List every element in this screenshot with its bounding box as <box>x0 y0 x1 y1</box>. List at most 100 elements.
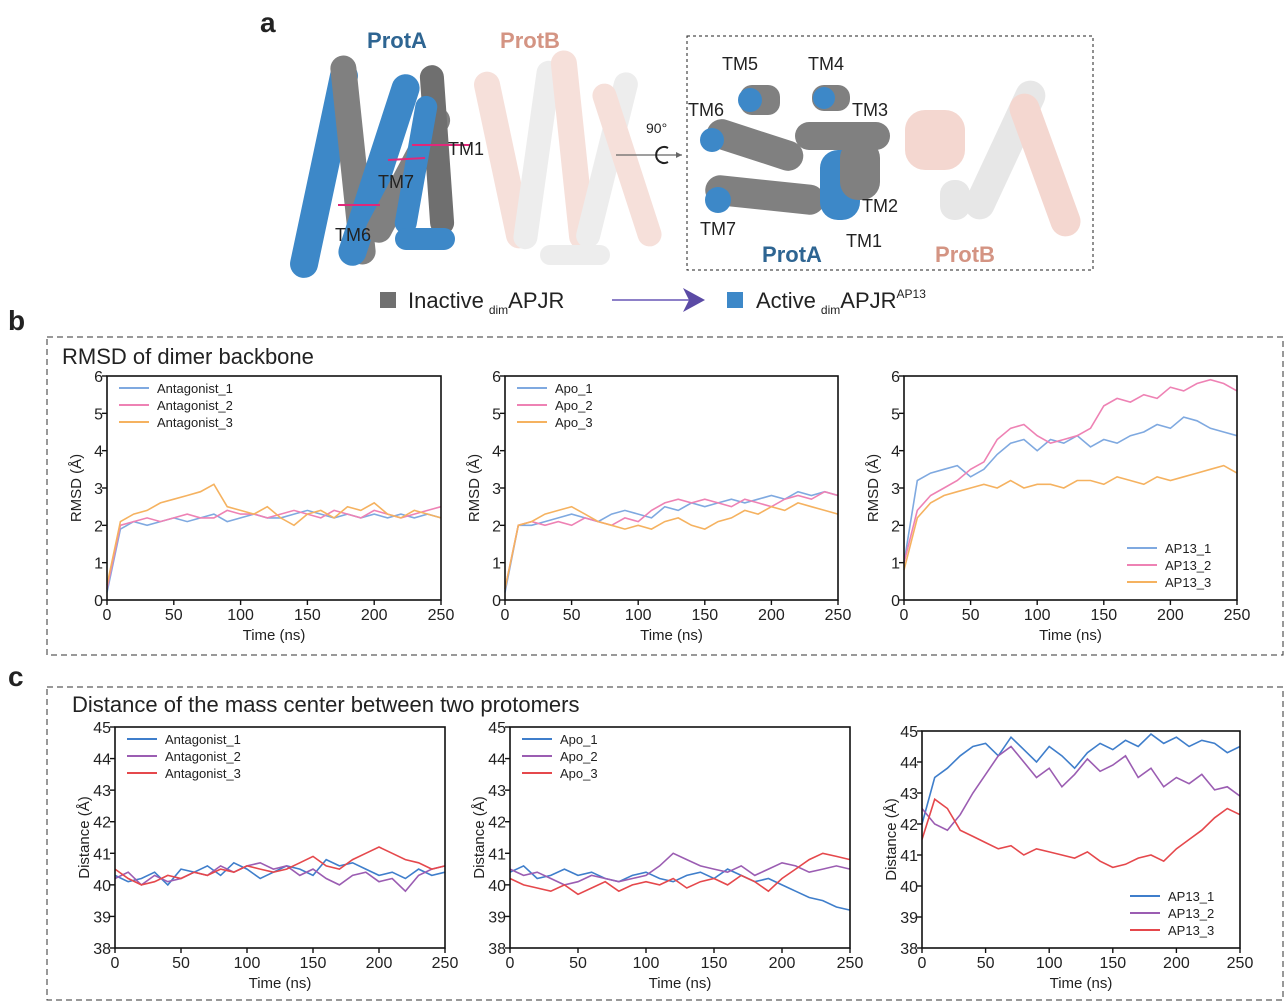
y-tick-label: 4 <box>94 444 103 461</box>
x-axis-label: Time (ns) <box>1050 975 1113 992</box>
y-tick-label: 38 <box>93 941 111 958</box>
legend-text: Active <box>756 288 816 313</box>
x-tick-label: 200 <box>366 955 393 972</box>
legend-label: Apo_3 <box>560 766 598 781</box>
x-tick-label: 250 <box>1224 607 1251 624</box>
legend-sub: dim <box>489 303 508 317</box>
y-tick-label: 39 <box>488 909 506 926</box>
protomer-label: ProtA <box>762 242 822 267</box>
y-tick-label: 44 <box>900 755 918 772</box>
legend-text: Inactive <box>408 288 484 313</box>
protomer-label: ProtB <box>500 28 560 53</box>
legend-label: Apo_1 <box>555 381 593 396</box>
y-tick-label: 3 <box>891 481 900 498</box>
y-tick-label: 6 <box>94 369 103 386</box>
y-tick-label: 43 <box>488 783 506 800</box>
y-tick-label: 0 <box>891 593 900 610</box>
x-tick-label: 50 <box>563 607 581 624</box>
plot-frame <box>509 726 851 949</box>
y-tick-label: 41 <box>93 846 111 863</box>
tm-label: TM4 <box>808 54 844 74</box>
legend-label: AP13_3 <box>1165 575 1211 590</box>
tm-label: TM5 <box>722 54 758 74</box>
x-tick-label: 100 <box>234 955 261 972</box>
x-tick-label: 0 <box>103 607 112 624</box>
panel-title: RMSD of dimer backbone <box>62 344 314 369</box>
y-tick-label: 40 <box>93 878 111 895</box>
plot-frame <box>921 730 1241 949</box>
x-tick-label: 100 <box>625 607 652 624</box>
series-line <box>921 745 1241 832</box>
y-tick-label: 0 <box>94 593 103 610</box>
tm-label: TM6 <box>335 225 371 245</box>
legend-label: AP13_2 <box>1165 558 1211 573</box>
y-axis-label: Distance (Å) <box>883 798 900 881</box>
x-tick-label: 200 <box>758 607 785 624</box>
x-tick-label: 50 <box>165 607 183 624</box>
x-tick-label: 50 <box>569 955 587 972</box>
y-tick-label: 43 <box>93 783 111 800</box>
y-tick-label: 2 <box>492 518 501 535</box>
x-tick-label: 0 <box>506 955 515 972</box>
x-tick-label: 250 <box>432 955 459 972</box>
series-line <box>106 483 442 586</box>
y-tick-label: 2 <box>891 518 900 535</box>
legend-text: APJR <box>508 288 564 313</box>
y-tick-label: 38 <box>900 941 918 958</box>
y-tick-label: 5 <box>94 406 103 423</box>
y-tick-label: 42 <box>900 817 918 834</box>
x-axis-label: Time (ns) <box>1039 627 1102 644</box>
state-legend: Inactive dimAPJR <box>408 288 564 317</box>
x-tick-label: 150 <box>294 607 321 624</box>
state-legend: Active dimAPJRAP13 <box>756 287 926 317</box>
legend-label: AP13_3 <box>1168 923 1214 938</box>
y-axis-label: RMSD (Å) <box>466 454 483 522</box>
panel-box <box>46 336 1284 656</box>
legend-text: APJR <box>840 288 896 313</box>
y-tick-label: 5 <box>492 406 501 423</box>
x-tick-label: 150 <box>691 607 718 624</box>
legend-label: AP13_2 <box>1168 906 1214 921</box>
protein-illustration <box>290 35 1094 312</box>
y-tick-label: 6 <box>891 369 900 386</box>
x-tick-label: 50 <box>977 955 995 972</box>
x-tick-label: 150 <box>300 955 327 972</box>
legend-label: Antagonist_1 <box>157 381 233 396</box>
y-tick-label: 38 <box>488 941 506 958</box>
y-tick-label: 40 <box>900 879 918 896</box>
y-tick-label: 41 <box>900 848 918 865</box>
panel-label: b <box>8 305 25 336</box>
x-tick-label: 100 <box>1024 607 1051 624</box>
y-axis-label: RMSD (Å) <box>68 454 85 522</box>
y-tick-label: 2 <box>94 518 103 535</box>
legend-label: Apo_2 <box>560 749 598 764</box>
x-tick-label: 250 <box>428 607 455 624</box>
legend-label: Antagonist_1 <box>165 732 241 747</box>
x-tick-label: 250 <box>1227 955 1254 972</box>
series-line <box>504 490 839 593</box>
y-tick-label: 45 <box>900 724 918 741</box>
tm-label: TM3 <box>852 100 888 120</box>
series-line <box>903 378 1238 563</box>
x-tick-label: 200 <box>361 607 388 624</box>
x-tick-label: 0 <box>501 607 510 624</box>
x-axis-label: Time (ns) <box>243 627 306 644</box>
series-line <box>509 852 851 886</box>
legend-label: Antagonist_3 <box>165 766 241 781</box>
legend-label: Antagonist_2 <box>165 749 241 764</box>
panel-label: a <box>260 7 276 38</box>
x-tick-label: 100 <box>1036 955 1063 972</box>
y-tick-label: 45 <box>488 720 506 737</box>
y-tick-label: 43 <box>900 786 918 803</box>
legend-label: Apo_3 <box>555 415 593 430</box>
series-line <box>106 505 442 589</box>
series-line <box>114 861 446 893</box>
series-line <box>903 416 1238 563</box>
legend-label: AP13_1 <box>1168 889 1214 904</box>
x-axis-label: Time (ns) <box>640 627 703 644</box>
x-tick-label: 0 <box>900 607 909 624</box>
tm-label: TM2 <box>862 196 898 216</box>
x-tick-label: 200 <box>1163 955 1190 972</box>
x-tick-label: 0 <box>918 955 927 972</box>
rotation-label: 90° <box>646 120 667 136</box>
